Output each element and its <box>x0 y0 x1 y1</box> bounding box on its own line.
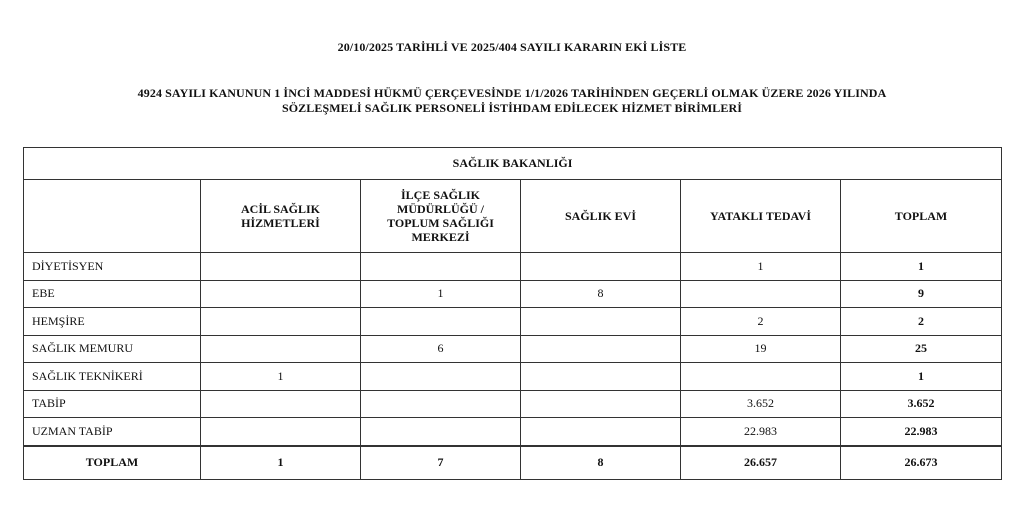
row-label: UZMAN TABİP <box>23 417 201 446</box>
table-cell <box>200 252 361 281</box>
table-cell <box>360 417 521 446</box>
table-cell: 22.983 <box>680 417 841 446</box>
row-label: HEMŞİRE <box>23 307 201 336</box>
table-cell <box>360 252 521 281</box>
table-row: SAĞLIK TEKNİKERİ 1 1 <box>23 362 1003 391</box>
document-subtitle-line2: SÖZLEŞMELİ SAĞLIK PERSONELİ İSTİHDAM EDİ… <box>281 101 743 115</box>
table-cell: 1 <box>680 252 841 281</box>
table-cell: 3.652 <box>680 389 841 418</box>
row-label: SAĞLIK TEKNİKERİ <box>23 362 201 391</box>
table-cell <box>520 362 681 391</box>
document-subtitle-line1: 4924 SAYILI KANUNUN 1 İNCİ MADDESİ HÜKMÜ… <box>137 86 887 100</box>
column-header <box>23 179 201 253</box>
table-cell <box>200 417 361 446</box>
table-row: DİYETİSYEN 1 1 <box>23 252 1003 281</box>
table-cell <box>200 389 361 418</box>
table-cell <box>680 279 841 308</box>
total-cell: 7 <box>360 444 521 480</box>
group-header: SAĞLIK BAKANLIĞI <box>22 147 1003 180</box>
column-header: İLÇE SAĞLIK MÜDÜRLÜĞÜ / TOPLUM SAĞLIĞI M… <box>360 179 521 253</box>
total-row: TOPLAM 1 7 8 26.657 26.673 <box>23 444 1003 480</box>
row-label: SAĞLIK MEMURU <box>23 334 201 363</box>
table-row: UZMAN TABİP 22.983 22.983 <box>23 417 1003 446</box>
table-cell: 22.983 <box>839 417 1003 446</box>
column-header: YATAKLI TEDAVİ <box>680 179 841 253</box>
table-cell: 8 <box>520 279 681 308</box>
table-row: TABİP 3.652 3.652 <box>23 389 1003 418</box>
table-cell <box>520 389 681 418</box>
group-header-row: SAĞLIK BAKANLIĞI <box>22 147 1003 180</box>
total-cell: 26.657 <box>680 444 841 480</box>
row-label: TABİP <box>23 389 201 418</box>
table-cell <box>200 334 361 363</box>
table-cell: 3.652 <box>839 389 1003 418</box>
table-cell: 19 <box>680 334 841 363</box>
total-label: TOPLAM <box>23 444 201 480</box>
table-row: EBE 1 8 9 <box>23 279 1003 308</box>
row-label: EBE <box>23 279 201 308</box>
column-header: ACİL SAĞLIK HİZMETLERİ <box>200 179 361 253</box>
table-cell <box>360 362 521 391</box>
table-cell <box>520 307 681 336</box>
table-cell: 6 <box>360 334 521 363</box>
table-cell: 1 <box>839 252 1003 281</box>
table-cell <box>520 334 681 363</box>
column-header-row: ACİL SAĞLIK HİZMETLERİ İLÇE SAĞLIK MÜDÜR… <box>23 179 1003 253</box>
table-cell <box>360 307 521 336</box>
column-header: SAĞLIK EVİ <box>520 179 681 253</box>
total-cell: 26.673 <box>839 444 1003 480</box>
total-cell: 1 <box>200 444 361 480</box>
total-cell: 8 <box>520 444 681 480</box>
table-cell <box>200 279 361 308</box>
document-title: 20/10/2025 TARİHLİ VE 2025/404 SAYILI KA… <box>337 40 687 54</box>
table-cell: 2 <box>839 307 1003 336</box>
row-label: DİYETİSYEN <box>23 252 201 281</box>
table-cell: 2 <box>680 307 841 336</box>
table-cell: 9 <box>839 279 1003 308</box>
table-cell <box>520 252 681 281</box>
table-cell: 1 <box>360 279 521 308</box>
table-row: HEMŞİRE 2 2 <box>23 307 1003 336</box>
table-cell <box>680 362 841 391</box>
column-header: TOPLAM <box>839 179 1003 253</box>
personnel-table: SAĞLIK BAKANLIĞI ACİL SAĞLIK HİZMETLERİ … <box>22 147 1003 480</box>
table-row: SAĞLIK MEMURU 6 19 25 <box>23 334 1003 363</box>
table-cell <box>200 307 361 336</box>
table-cell: 25 <box>839 334 1003 363</box>
table-cell: 1 <box>839 362 1003 391</box>
table-cell <box>360 389 521 418</box>
table-cell <box>520 417 681 446</box>
table-cell: 1 <box>200 362 361 391</box>
